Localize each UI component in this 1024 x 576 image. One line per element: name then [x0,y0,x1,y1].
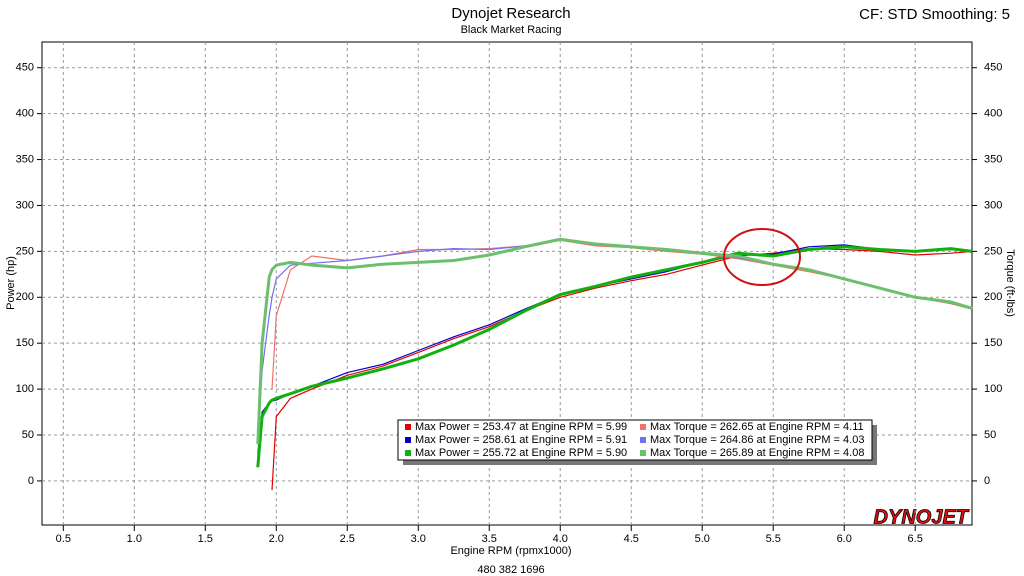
y-tick-label: 350 [16,153,34,165]
legend-swatch [640,424,646,430]
legend-swatch [405,450,411,456]
x-tick-label: 6.0 [837,533,852,545]
x-tick-label: 4.5 [624,533,639,545]
x-tick-label: 3.5 [482,533,497,545]
y2-tick-label: 300 [984,199,1002,211]
y-tick-label: 250 [16,245,34,257]
legend-box [397,419,873,461]
y2-axis-label: Torque (ft-lbs) [1004,249,1016,317]
legend-swatch [405,424,411,430]
highlight-circle [723,228,801,286]
legend: Max Power = 253.47 at Engine RPM = 5.99M… [405,421,864,459]
x-tick-label: 3.0 [411,533,426,545]
x-tick-label: 5.0 [695,533,710,545]
x-tick-label: 4.0 [553,533,568,545]
legend-label: Max Power = 253.47 at Engine RPM = 5.99 [415,421,627,433]
y-tick-label: 150 [16,337,34,349]
x-tick-label: 6.5 [908,533,923,545]
x-tick-label: 1.0 [127,533,142,545]
legend-swatch [640,437,646,443]
legend-label: Max Torque = 264.86 at Engine RPM = 4.03 [650,434,864,446]
x-tick-label: 5.5 [766,533,781,545]
y2-tick-label: 200 [984,291,1002,303]
y-tick-label: 100 [16,383,34,395]
y2-tick-label: 150 [984,337,1002,349]
x-tick-label: 2.5 [340,533,355,545]
legend-swatch [640,450,646,456]
x-tick-label: 1.5 [198,533,213,545]
y-tick-label: 200 [16,291,34,303]
y2-tick-label: 400 [984,108,1002,120]
legend-label: Max Torque = 265.89 at Engine RPM = 4.08 [650,447,864,459]
legend-swatch [405,437,411,443]
chart-subtitle: Black Market Racing [461,24,562,36]
y2-tick-label: 100 [984,383,1002,395]
y-tick-label: 50 [22,429,34,441]
y2-tick-label: 50 [984,429,996,441]
x-tick-label: 2.0 [269,533,284,545]
y-tick-label: 300 [16,199,34,211]
logo: DYNOJET [874,506,970,528]
y-tick-label: 450 [16,62,34,74]
x-axis-label: Engine RPM (rpmx1000) [450,545,571,557]
y2-tick-label: 450 [984,62,1002,74]
legend-label: Max Power = 258.61 at Engine RPM = 5.91 [415,434,627,446]
y-tick-label: 0 [28,475,34,487]
y2-tick-label: 250 [984,245,1002,257]
y-axis-label: Power (hp) [5,256,17,310]
series-line [256,237,973,445]
y-tick-label: 400 [16,108,34,120]
y2-tick-label: 350 [984,153,1002,165]
legend-label: Max Power = 255.72 at Engine RPM = 5.90 [415,447,627,459]
chart-title: Dynojet Research [451,5,570,22]
footer: 480 382 1696 [477,564,544,576]
settings-label: CF: STD Smoothing: 5 [859,6,1010,23]
x-tick-label: 0.5 [56,533,71,545]
y2-tick-label: 0 [984,475,990,487]
legend-label: Max Torque = 262.65 at Engine RPM = 4.11 [650,421,864,433]
series-line [256,245,973,468]
